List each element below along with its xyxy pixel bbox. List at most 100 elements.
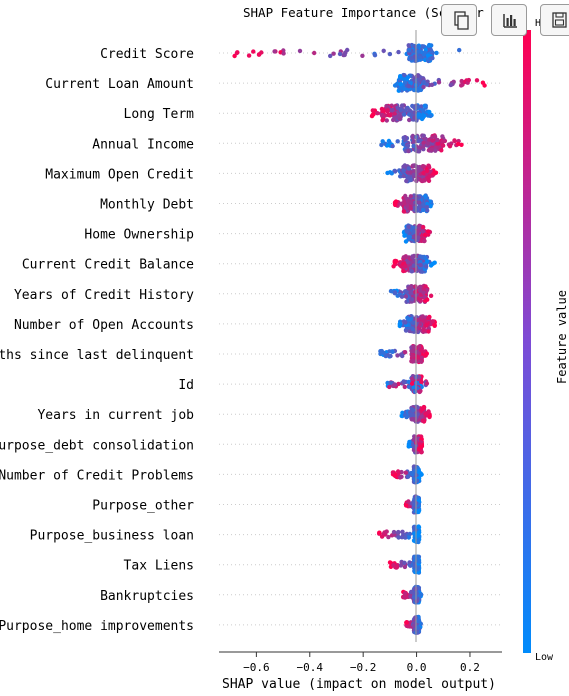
data-point	[412, 525, 417, 530]
data-point	[412, 477, 418, 482]
data-point	[410, 255, 415, 260]
data-point	[387, 384, 392, 390]
data-point	[420, 269, 425, 274]
chart-view-button[interactable]	[491, 4, 527, 36]
data-point	[380, 118, 385, 123]
data-point	[420, 314, 425, 319]
data-point	[421, 84, 426, 90]
data-point	[409, 269, 414, 274]
data-point	[419, 379, 424, 384]
data-point	[422, 103, 427, 109]
x-axis-label: SHAP value (impact on model output)	[222, 677, 496, 692]
data-point	[396, 114, 402, 119]
data-point	[418, 262, 423, 268]
data-point	[433, 148, 438, 153]
x-axis-ticks: −0.6 −0.4 −0.2 0.0 0.2	[243, 652, 480, 674]
data-point	[406, 166, 411, 171]
data-point	[421, 170, 426, 176]
data-point	[428, 293, 434, 298]
save-button[interactable]	[540, 4, 569, 36]
data-point	[402, 73, 407, 78]
data-point	[417, 470, 422, 475]
feature-label: Years in current job	[37, 408, 194, 423]
data-point	[401, 168, 406, 173]
data-point	[425, 259, 430, 264]
data-point	[421, 140, 426, 146]
data-point	[392, 473, 398, 478]
data-point	[391, 529, 397, 535]
data-point	[416, 168, 421, 174]
copy-button[interactable]	[441, 4, 477, 36]
data-point	[401, 135, 406, 140]
data-point	[412, 389, 418, 394]
data-point	[390, 143, 395, 149]
data-point	[420, 229, 426, 234]
data-point	[401, 255, 406, 260]
data-point	[404, 414, 409, 420]
data-point	[400, 529, 405, 534]
data-point	[421, 328, 427, 333]
data-point	[448, 82, 453, 88]
data-point	[399, 535, 405, 540]
data-point	[419, 254, 425, 260]
data-point	[405, 170, 410, 175]
data-point	[251, 49, 256, 54]
data-point	[343, 50, 348, 55]
data-point	[424, 264, 429, 269]
data-point	[392, 382, 398, 387]
data-point	[410, 133, 415, 139]
data-point	[421, 144, 426, 149]
data-point	[402, 112, 407, 117]
data-point	[425, 53, 431, 58]
data-point	[392, 83, 398, 88]
data-point	[381, 108, 387, 114]
data-point	[410, 320, 416, 325]
data-point	[377, 530, 382, 535]
data-point	[416, 554, 422, 559]
data-point	[395, 139, 400, 144]
x-tick-label: 0.2	[460, 661, 480, 674]
data-point	[386, 534, 391, 540]
x-tick-label: −0.4	[297, 661, 324, 674]
data-point	[384, 118, 389, 123]
data-point	[331, 51, 336, 56]
feature-label: Bankruptcies	[100, 589, 194, 604]
data-point	[417, 226, 422, 231]
data-point	[436, 141, 441, 146]
data-points	[232, 42, 487, 635]
data-point	[389, 171, 394, 176]
data-point	[423, 194, 428, 199]
data-point	[425, 208, 430, 213]
data-point	[420, 207, 426, 213]
data-point	[402, 264, 408, 269]
data-point	[409, 470, 414, 476]
data-point	[406, 112, 412, 117]
data-point	[419, 237, 424, 243]
data-point	[424, 82, 430, 87]
data-point	[430, 55, 435, 61]
data-point	[405, 175, 411, 180]
data-point	[466, 77, 471, 83]
data-point	[411, 345, 416, 350]
data-point	[424, 323, 429, 328]
data-point	[412, 169, 417, 174]
data-point	[440, 134, 445, 139]
colorbar	[523, 30, 531, 653]
feature-label: Purpose_business loan	[30, 529, 194, 544]
data-point	[402, 108, 408, 114]
data-point	[385, 108, 390, 113]
data-point	[407, 531, 413, 537]
data-point	[426, 229, 431, 234]
data-point	[375, 111, 380, 116]
data-point	[402, 384, 407, 390]
data-point	[388, 353, 393, 359]
data-point	[420, 178, 425, 184]
data-point	[417, 284, 423, 290]
data-point	[297, 48, 303, 54]
data-point	[420, 108, 425, 113]
feature-label: Purpose_debt consolidation	[0, 438, 194, 453]
data-point	[392, 290, 398, 295]
data-point	[416, 618, 421, 624]
data-point	[411, 172, 416, 177]
data-point	[410, 349, 415, 354]
